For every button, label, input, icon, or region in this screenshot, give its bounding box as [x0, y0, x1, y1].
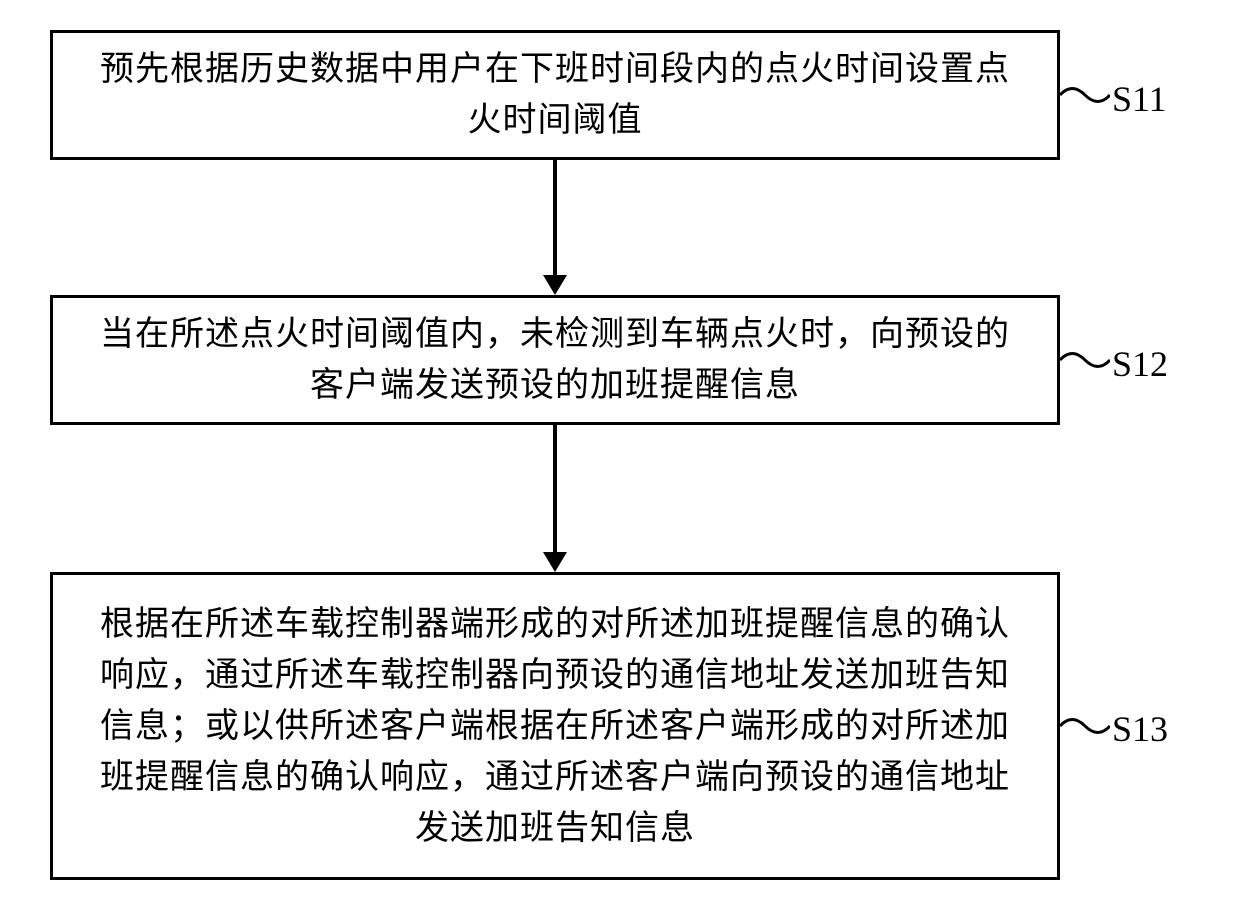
step-label-s12: S12 — [1112, 343, 1168, 385]
node-text: 当在所述点火时间阈值内，未检测到车辆点火时，向预设的客户端发送预设的加班提醒信息 — [83, 309, 1027, 411]
label-connector-s12 — [1060, 347, 1110, 373]
step-label-s11: S11 — [1112, 78, 1167, 120]
arrow-head-s12-s13 — [543, 552, 567, 572]
flowchart-node-s11: 预先根据历史数据中用户在下班时间段内的点火时间设置点火时间阈值 — [50, 30, 1060, 160]
node-text: 根据在所述车载控制器端形成的对所述加班提醒信息的确认响应，通过所述车载控制器向预… — [83, 599, 1027, 854]
arrow-s11-s12 — [553, 160, 557, 278]
flowchart-node-s13: 根据在所述车载控制器端形成的对所述加班提醒信息的确认响应，通过所述车载控制器向预… — [50, 572, 1060, 880]
flowchart-node-s12: 当在所述点火时间阈值内，未检测到车辆点火时，向预设的客户端发送预设的加班提醒信息 — [50, 295, 1060, 425]
node-text: 预先根据历史数据中用户在下班时间段内的点火时间设置点火时间阈值 — [83, 44, 1027, 146]
arrow-head-s11-s12 — [543, 275, 567, 295]
arrow-s12-s13 — [553, 425, 557, 555]
flowchart-container: 预先根据历史数据中用户在下班时间段内的点火时间设置点火时间阈值 S11 当在所述… — [0, 0, 1240, 916]
step-label-s13: S13 — [1112, 708, 1168, 750]
label-connector-s11 — [1060, 82, 1110, 108]
label-connector-s13 — [1060, 713, 1110, 739]
